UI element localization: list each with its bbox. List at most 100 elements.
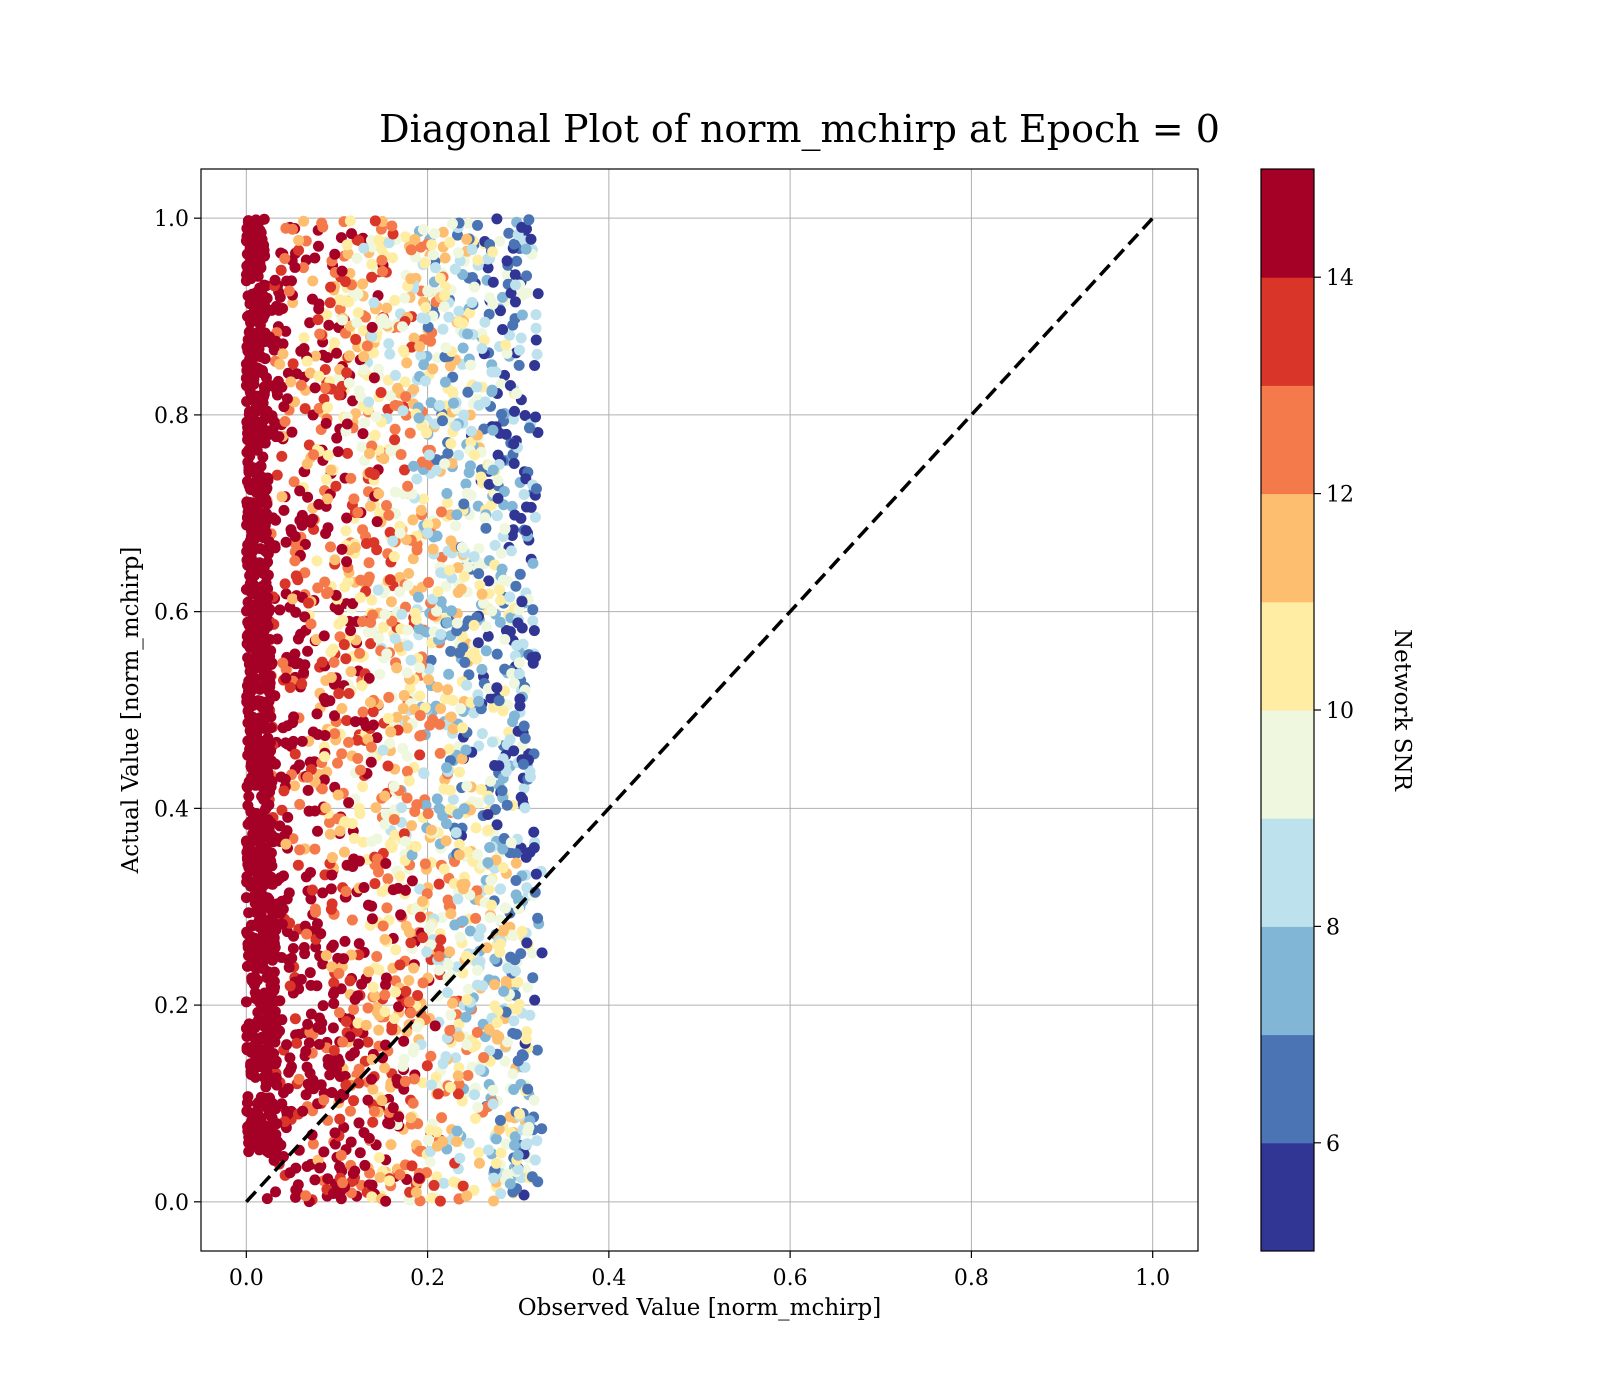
scatter-point (519, 802, 531, 814)
scatter-point (487, 298, 499, 310)
scatter-point (279, 773, 291, 785)
scatter-point (444, 1081, 456, 1093)
scatter-point (243, 862, 255, 874)
scatter-point (468, 647, 480, 659)
scatter-point (379, 989, 391, 1001)
scatter-point (385, 1139, 397, 1151)
scatter-point (453, 305, 465, 317)
scatter-point (301, 355, 313, 367)
scatter-point (325, 671, 337, 683)
scatter-point (418, 493, 430, 505)
scatter-point (240, 1022, 252, 1034)
scatter-point (298, 666, 310, 678)
scatter-point (425, 1050, 437, 1062)
scatter-point (325, 281, 337, 293)
scatter-point (505, 287, 517, 299)
scatter-point (411, 473, 423, 485)
scatter-point (471, 1026, 483, 1038)
scatter-point (332, 789, 344, 801)
scatter-point (376, 886, 388, 898)
scatter-point (442, 959, 454, 971)
scatter-point (456, 753, 468, 765)
scatter-point (262, 702, 274, 714)
scatter-point (518, 488, 530, 500)
scatter-point (307, 275, 319, 287)
scatter-point (410, 841, 422, 853)
scatter-point (276, 450, 288, 462)
scatter-point (461, 1190, 473, 1202)
scatter-point (454, 647, 466, 659)
scatter-point (303, 597, 315, 609)
y-tick-label: 1.0 (154, 207, 189, 232)
scatter-point (450, 520, 462, 532)
colorbar-segment (1261, 710, 1314, 819)
colorbar-segment (1261, 601, 1314, 711)
scatter-point (439, 458, 451, 470)
scatter-point (265, 986, 277, 998)
scatter-point (328, 986, 340, 998)
scatter-point (350, 333, 362, 345)
scatter-point (352, 507, 364, 519)
scatter-point (245, 508, 257, 520)
scatter-point (360, 1019, 372, 1031)
colorbar-tick-label: 8 (1326, 915, 1340, 940)
scatter-point (328, 1188, 340, 1200)
scatter-point (372, 853, 384, 865)
scatter-point (332, 757, 344, 769)
scatter-point (474, 579, 486, 591)
scatter-point (262, 732, 274, 744)
scatter-point (403, 974, 415, 986)
x-tick-label: 0.8 (954, 1266, 989, 1291)
scatter-point (241, 446, 253, 458)
scatter-point (275, 264, 287, 276)
scatter-point (436, 415, 448, 427)
scatter-point (309, 252, 321, 264)
scatter-point (255, 507, 267, 519)
scatter-point (519, 732, 531, 744)
scatter-point (322, 522, 334, 534)
scatter-point (329, 710, 341, 722)
scatter-point (240, 892, 252, 904)
scatter-point (332, 446, 344, 458)
scatter-point (302, 1018, 314, 1030)
scatter-point (425, 920, 437, 932)
scatter-point (330, 480, 342, 492)
scatter-point (299, 611, 311, 623)
scatter-point (449, 919, 461, 931)
scatter-point (253, 612, 265, 624)
scatter-point (318, 630, 330, 642)
colorbar-segment (1261, 169, 1314, 278)
scatter-point (294, 485, 306, 497)
scatter-point (353, 938, 365, 950)
scatter-point (462, 386, 474, 398)
scatter-point (470, 912, 482, 924)
scatter-point (518, 720, 530, 732)
scatter-point (405, 937, 417, 949)
scatter-point (302, 491, 314, 503)
scatter-point (479, 316, 491, 328)
scatter-point (486, 384, 498, 396)
scatter-point (447, 997, 459, 1009)
scatter-point (361, 340, 373, 352)
scatter-point (336, 748, 348, 760)
scatter-point (408, 962, 420, 974)
scatter-point (499, 902, 511, 914)
scatter-point (321, 309, 333, 321)
scatter-point (465, 359, 477, 371)
scatter-point (458, 571, 470, 583)
scatter-point (531, 348, 543, 360)
scatter-point (445, 605, 457, 617)
scatter-point (471, 381, 483, 393)
scatter-point (428, 1179, 440, 1191)
scatter-point (460, 478, 472, 490)
scatter-point (483, 575, 495, 587)
scatter-point (270, 1021, 282, 1033)
scatter-point (320, 950, 332, 962)
scatter-point (413, 412, 425, 424)
scatter-point (389, 633, 401, 645)
scatter-point (356, 441, 368, 453)
scatter-point (343, 687, 355, 699)
scatter-point (496, 408, 508, 420)
scatter-point (259, 790, 271, 802)
scatter-point (365, 638, 377, 650)
